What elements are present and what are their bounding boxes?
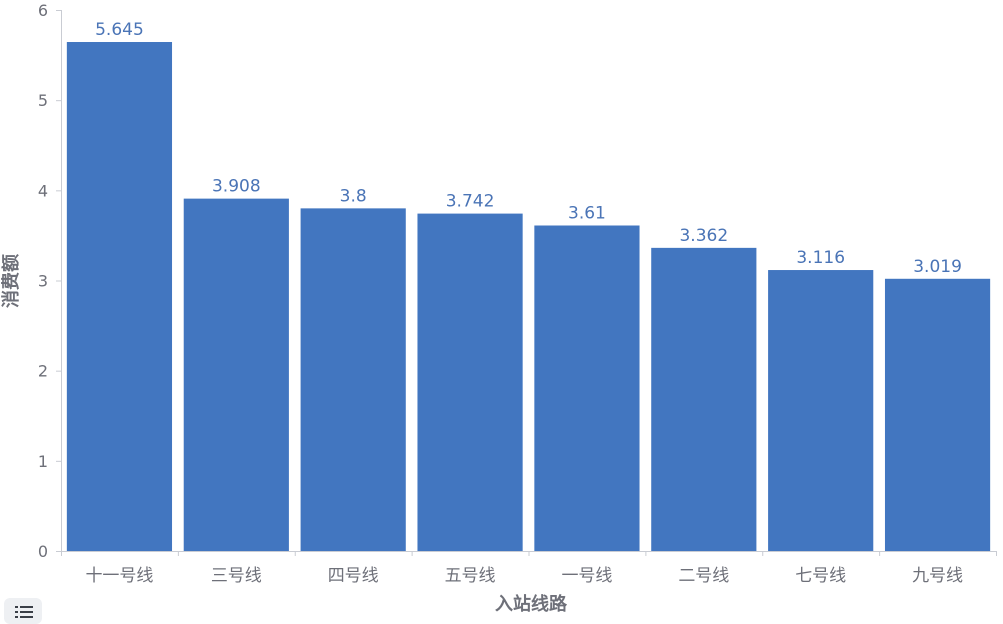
bar-value-label: 3.742 <box>446 192 495 212</box>
bar-value-label: 3.019 <box>913 257 962 277</box>
x-tick-label: 五号线 <box>445 566 496 586</box>
y-tick-label: 5 <box>38 91 48 110</box>
bar[interactable] <box>417 213 523 552</box>
bar[interactable] <box>534 225 640 551</box>
x-tick-label: 九号线 <box>912 566 963 586</box>
bar[interactable] <box>768 270 874 551</box>
y-tick-label: 2 <box>38 362 48 381</box>
bar[interactable] <box>651 247 757 551</box>
bar[interactable] <box>183 198 289 551</box>
bar[interactable] <box>300 208 406 551</box>
x-axis-title: 入站线路 <box>495 593 568 615</box>
y-axis-title: 消费额 <box>0 254 22 308</box>
y-tick-label: 0 <box>38 542 48 561</box>
y-tick-label: 3 <box>38 272 48 291</box>
list-icon <box>15 606 33 618</box>
bar[interactable] <box>66 42 173 552</box>
bar-value-label: 3.8 <box>340 186 367 206</box>
bar[interactable] <box>884 278 991 551</box>
y-tick-label: 1 <box>38 452 48 471</box>
value-labels: 5.645 3.908 3.8 3.742 3.61 3.362 3.116 3.019 <box>95 20 962 277</box>
bars <box>66 42 991 552</box>
bar-value-label: 3.362 <box>679 226 728 246</box>
x-axis: 十一号线 三号线 四号线 五号线 一号线 二号线 七号线 九号线 <box>61 551 997 586</box>
x-tick-label: 七号线 <box>795 566 846 586</box>
y-tick-label: 4 <box>38 181 48 200</box>
y-axis: 0 1 2 3 4 5 6 <box>38 1 62 561</box>
bar-value-label: 5.645 <box>95 20 144 40</box>
bar-value-label: 3.908 <box>212 177 261 197</box>
x-tick-label: 二号线 <box>678 566 729 586</box>
bar-value-label: 3.61 <box>568 203 606 223</box>
bar-value-label: 3.116 <box>796 248 845 268</box>
x-tick-label: 三号线 <box>211 566 262 586</box>
x-tick-label: 四号线 <box>328 566 379 586</box>
y-tick-label: 6 <box>38 1 48 20</box>
x-tick-label: 一号线 <box>561 566 612 586</box>
chart-menu-button[interactable] <box>4 598 42 624</box>
x-tick-label: 十一号线 <box>85 566 153 586</box>
